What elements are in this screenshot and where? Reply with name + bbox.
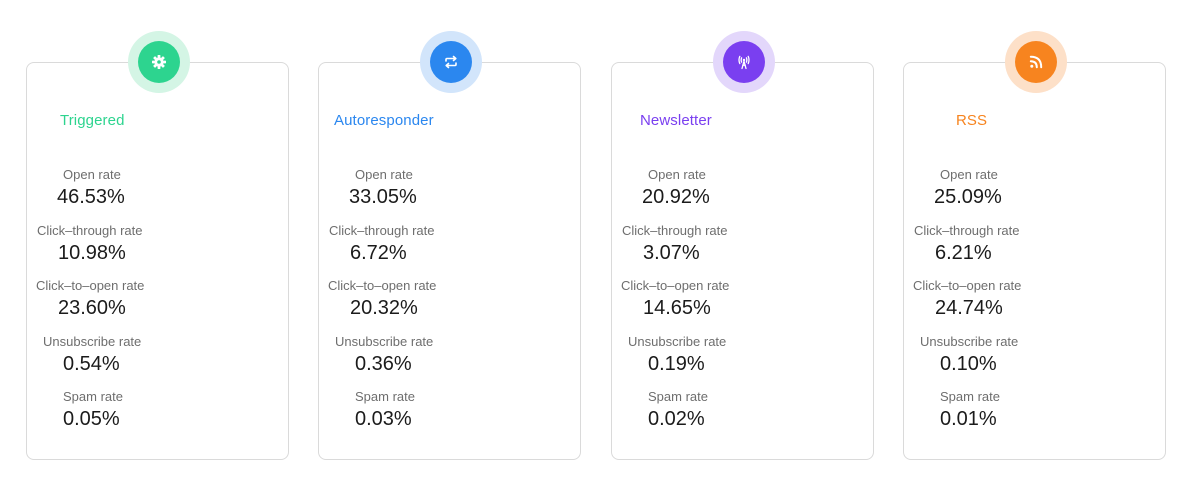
metric-label: Click–through rate [914, 222, 1020, 238]
metric-value: 0.03% [355, 408, 412, 430]
metric-label: Unsubscribe rate [43, 333, 142, 349]
metric-value: 46.53% [57, 186, 125, 208]
metric-label: Spam rate [648, 389, 708, 404]
metric-click-through-rate: Click–through rate 10.98% [27, 223, 288, 279]
icon-badge [430, 41, 472, 83]
metric-label: Click–to–open rate [621, 278, 730, 293]
metrics-list: Open rate 46.53% Click–through rate 10.9… [27, 167, 288, 445]
metric-click-to-open-rate: Click–to–open rate 23.60% [27, 278, 288, 334]
metric-label: Open rate [648, 167, 706, 182]
metric-value: 3.07% [643, 241, 700, 264]
metric-label: Unsubscribe rate [628, 333, 727, 349]
metric-unsubscribe-rate: Unsubscribe rate 0.36% [319, 334, 580, 390]
metric-open-rate: Open rate 33.05% [319, 167, 580, 223]
metrics-list: Open rate 25.09% Click–through rate 6.21… [904, 167, 1165, 445]
metric-unsubscribe-rate: Unsubscribe rate 0.10% [904, 334, 1165, 390]
metric-label: Click–through rate [329, 222, 435, 238]
metric-spam-rate: Spam rate 0.02% [612, 389, 873, 445]
icon-halo [1005, 31, 1067, 93]
metric-value: 0.19% [648, 352, 705, 375]
icon-badge [723, 41, 765, 83]
metric-spam-rate: Spam rate 0.03% [319, 389, 580, 445]
metric-value: 6.72% [350, 241, 407, 264]
metrics-list: Open rate 20.92% Click–through rate 3.07… [612, 167, 873, 445]
metric-label: Click–through rate [37, 222, 143, 238]
icon-badge [1015, 41, 1057, 83]
metric-value: 0.01% [940, 408, 997, 430]
repeat-icon [445, 55, 457, 69]
broadcast-tower-icon [738, 55, 750, 70]
metric-value: 20.32% [350, 297, 418, 319]
metric-unsubscribe-rate: Unsubscribe rate 0.19% [612, 334, 873, 390]
metric-value: 23.60% [58, 297, 126, 319]
metric-label: Spam rate [355, 389, 415, 404]
rss-icon [1029, 55, 1043, 69]
metric-label: Click–to–open rate [913, 278, 1022, 293]
metric-value: 25.09% [934, 186, 1002, 208]
metric-value: 0.10% [940, 352, 997, 375]
card-rss: RSS Open rate 25.09% Click–through rate … [903, 31, 1166, 460]
metric-open-rate: Open rate 46.53% [27, 167, 288, 223]
metric-value: 6.21% [935, 241, 992, 264]
icon-halo [713, 31, 775, 93]
metric-click-through-rate: Click–through rate 6.21% [904, 223, 1165, 279]
metric-click-to-open-rate: Click–to–open rate 14.65% [612, 278, 873, 334]
metric-value: 33.05% [349, 186, 417, 208]
metric-label: Unsubscribe rate [335, 333, 434, 349]
metric-open-rate: Open rate 20.92% [612, 167, 873, 223]
icon-badge [138, 41, 180, 83]
card-newsletter: Newsletter Open rate 20.92% Click–throug… [611, 31, 874, 460]
metric-value: 0.02% [648, 408, 705, 430]
metric-unsubscribe-rate: Unsubscribe rate 0.54% [27, 334, 288, 390]
metric-label: Spam rate [940, 389, 1000, 404]
metric-label: Open rate [355, 167, 413, 182]
card-title: RSS [956, 112, 988, 129]
metric-click-through-rate: Click–through rate 6.72% [319, 223, 580, 279]
metric-click-through-rate: Click–through rate 3.07% [612, 223, 873, 279]
card-triggered: Triggered Open rate 46.53% Click–through… [26, 31, 289, 460]
metric-label: Spam rate [63, 389, 123, 404]
metrics-list: Open rate 33.05% Click–through rate 6.72… [319, 167, 580, 445]
card-title: Triggered [60, 112, 125, 129]
metric-label: Click–to–open rate [328, 278, 437, 293]
metric-value: 10.98% [58, 241, 126, 264]
metric-value: 0.54% [63, 352, 120, 375]
metric-value: 14.65% [643, 297, 711, 319]
metric-value: 20.92% [642, 186, 710, 208]
metric-label: Click–through rate [622, 222, 728, 238]
metric-label: Open rate [63, 167, 121, 182]
metric-spam-rate: Spam rate 0.05% [27, 389, 288, 445]
card-title: Autoresponder [334, 112, 434, 129]
metric-label: Unsubscribe rate [920, 333, 1019, 349]
metric-click-to-open-rate: Click–to–open rate 20.32% [319, 278, 580, 334]
metric-value: 24.74% [935, 297, 1003, 319]
icon-halo [128, 31, 190, 93]
metric-click-to-open-rate: Click–to–open rate 24.74% [904, 278, 1165, 334]
metric-label: Click–to–open rate [36, 278, 145, 293]
metric-open-rate: Open rate 25.09% [904, 167, 1165, 223]
icon-halo [420, 31, 482, 93]
gear-icon [152, 55, 166, 69]
metric-spam-rate: Spam rate 0.01% [904, 389, 1165, 445]
metric-value: 0.36% [355, 352, 412, 375]
gear-hole [157, 60, 161, 64]
metric-label: Open rate [940, 167, 998, 182]
metric-value: 0.05% [63, 408, 120, 430]
card-autoresponder: Autoresponder Open rate 33.05% Click–thr… [318, 31, 581, 460]
card-title: Newsletter [640, 112, 712, 129]
